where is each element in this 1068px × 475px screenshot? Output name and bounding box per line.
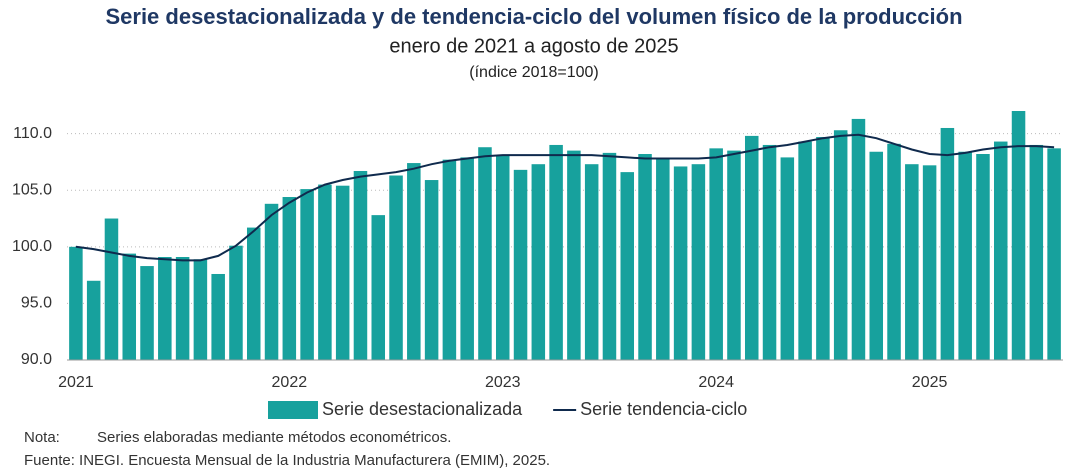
legend-swatch [268, 401, 318, 419]
bar [353, 170, 368, 360]
bar [833, 130, 848, 360]
bar [851, 118, 866, 360]
bar [976, 154, 990, 360]
bar [798, 141, 812, 360]
bar [478, 147, 492, 360]
bar [656, 158, 670, 360]
x-tick-label: 2023 [485, 374, 521, 391]
bar [1011, 111, 1026, 360]
bar [1029, 144, 1044, 360]
bar [229, 245, 243, 360]
bar [620, 172, 635, 360]
x-tick-label: 2025 [912, 374, 948, 391]
bar [318, 184, 332, 360]
bar [460, 157, 474, 360]
bar [922, 165, 937, 360]
bar [211, 273, 225, 360]
bar [513, 169, 528, 360]
bar [993, 141, 1008, 360]
bar [638, 154, 652, 360]
bar [282, 197, 297, 360]
bar [495, 155, 510, 360]
bar [567, 150, 581, 360]
y-tick-label: 100.0 [12, 238, 52, 255]
trend-line [75, 133, 1055, 262]
bar [442, 159, 457, 360]
bar [780, 157, 795, 360]
bar [673, 166, 688, 360]
x-tick-label: 2024 [698, 374, 734, 391]
bar [816, 137, 830, 360]
bar [335, 185, 350, 360]
chart-title: Serie desestacionalizada y de tendencia-… [105, 4, 962, 29]
bar [549, 144, 563, 360]
bar [424, 180, 439, 360]
y-tick-label: 90.0 [21, 351, 52, 368]
bar [691, 164, 706, 360]
x-tick-label: 2021 [58, 374, 94, 391]
bar [727, 150, 741, 360]
bar [264, 203, 279, 360]
bar [869, 151, 884, 360]
bar [887, 143, 901, 360]
bar [709, 148, 723, 360]
bar [1047, 148, 1061, 360]
bar [300, 189, 314, 360]
bar [104, 218, 119, 360]
y-tick-label: 95.0 [21, 295, 52, 312]
bar [905, 164, 919, 360]
note-label: Nota: [24, 429, 60, 446]
bar [407, 163, 421, 360]
bar [69, 246, 83, 360]
legend-label: Serie desestacionalizada [322, 399, 523, 419]
bar [193, 259, 208, 360]
y-tick-label: 110.0 [13, 125, 52, 142]
bar [744, 135, 759, 360]
bar [602, 152, 617, 360]
chart-subtitle: (índice 2018=100) [469, 64, 598, 81]
x-tick-label: 2022 [272, 374, 308, 391]
bar [175, 257, 190, 360]
bar [158, 257, 172, 360]
bar [958, 151, 972, 360]
source: Fuente: INEGI. Encuesta Mensual de la In… [24, 452, 550, 469]
bar [86, 280, 101, 360]
y-tick-label: 105.0 [12, 181, 52, 198]
legend-label: Serie tendencia-ciclo [580, 399, 747, 419]
chart-subtitle: enero de 2021 a agosto de 2025 [389, 35, 678, 57]
bar [246, 227, 261, 360]
bar [140, 266, 154, 360]
bar [940, 127, 955, 361]
note: Series elaboradas mediante métodos econo… [97, 429, 451, 446]
bar [371, 215, 386, 360]
bar [762, 144, 777, 360]
bar [584, 164, 599, 360]
bar [389, 175, 403, 360]
bar [531, 164, 546, 360]
bar [122, 253, 137, 360]
